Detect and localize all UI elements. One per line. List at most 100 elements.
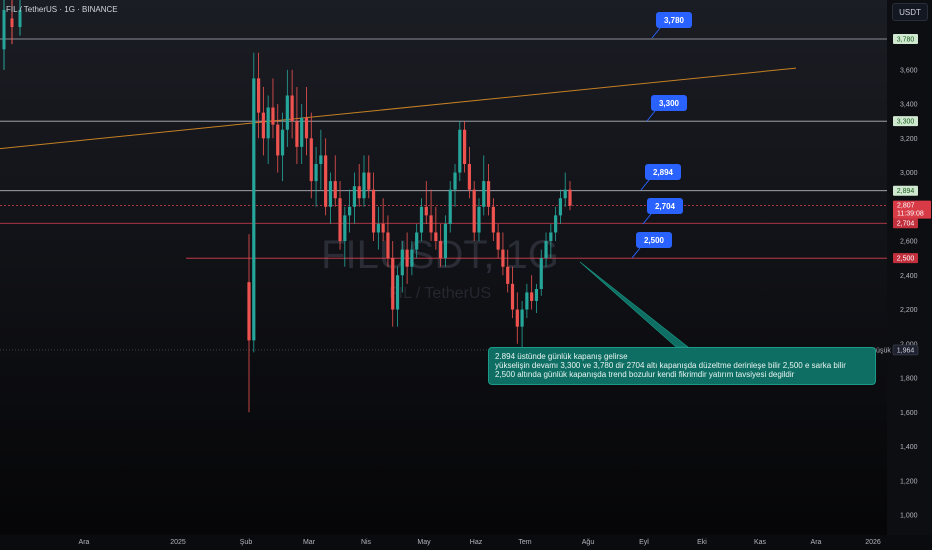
price-axis[interactable]: 1,0001,2001,4001,6001,8002,0002,2002,400… <box>887 0 932 550</box>
candle-body <box>434 232 438 242</box>
price-tick-label: 3,200 <box>900 136 918 143</box>
level-callouts[interactable]: 3,780 3,300 2,894 2,704 2,500 <box>631 12 692 259</box>
level-price-label: 2,500 <box>897 256 915 263</box>
candle-body <box>266 107 270 139</box>
candle-body <box>443 223 448 259</box>
candle-body <box>395 275 400 310</box>
time-tick-label: 2025 <box>170 539 186 546</box>
candle-body <box>276 124 280 156</box>
candle-body <box>343 215 347 242</box>
time-tick-label: Kas <box>754 539 767 546</box>
time-tick-label: Eki <box>697 539 707 546</box>
candle-body <box>304 117 309 139</box>
last-price-label: 2,807 <box>897 203 915 210</box>
callout-label: 3,300 <box>659 99 680 108</box>
candle-body <box>477 206 481 233</box>
time-tick-label: Nis <box>361 539 372 546</box>
candle-body <box>520 309 524 327</box>
callout-bubble <box>645 164 681 180</box>
candle-body <box>386 232 390 259</box>
callout-label: 2,500 <box>644 236 665 245</box>
callout-pointer <box>646 110 656 122</box>
annotation-line-3: 2,500 altında günlük kapanışda trend boz… <box>495 370 795 379</box>
candle-body <box>400 249 404 276</box>
candle-body <box>506 266 510 284</box>
level-price-tag <box>893 253 918 264</box>
candle-body <box>544 241 548 259</box>
candle-body <box>568 189 572 206</box>
candle-body <box>530 292 534 301</box>
candle-body <box>352 186 357 207</box>
candle-body <box>405 249 409 267</box>
candle-body <box>448 189 452 224</box>
price-tick-label: 1,400 <box>900 444 918 451</box>
level-price-label: 2,704 <box>897 221 915 228</box>
watermark-subtitle: FIL / TetherUS <box>389 285 491 302</box>
symbol-header[interactable]: FIL / TetherUS · 1G · BINANCE <box>6 5 118 14</box>
candle-body <box>439 241 443 259</box>
candle-body <box>2 9 6 50</box>
callout-pointer <box>631 247 641 259</box>
candle-body <box>429 215 433 233</box>
horizontal-levels[interactable] <box>0 38 887 351</box>
candle-body <box>362 172 366 199</box>
candle-body <box>280 129 285 156</box>
price-tick-label: 3,000 <box>900 170 918 177</box>
candle-body <box>491 206 495 233</box>
price-tick-label: 1,000 <box>900 513 918 520</box>
candle-body <box>247 282 251 341</box>
time-tick-label: Ara <box>79 539 90 546</box>
callout-label: 3,780 <box>664 16 685 25</box>
time-axis[interactable]: Ara 2025 Şub Mar Nis May Haz Tem Ağu Eyl Eki Kas Ara… <box>0 535 932 550</box>
time-tick-label: Tem <box>518 539 531 546</box>
candle-body <box>300 117 304 147</box>
price-tick-label: 2,200 <box>900 307 918 314</box>
last-price-tag <box>893 200 931 219</box>
price-tick-label: 1,800 <box>900 376 918 383</box>
candle-body <box>554 215 558 233</box>
low-price-label: 1,964 <box>897 347 915 354</box>
price-tick-label: 2,600 <box>900 239 918 246</box>
candlesticks[interactable] <box>2 0 572 413</box>
callout-pointer <box>642 213 652 225</box>
candle-body <box>367 172 371 190</box>
low-price-tag <box>892 344 919 356</box>
candle-body <box>525 292 529 310</box>
candle-body <box>285 95 289 130</box>
candle-body <box>501 249 505 267</box>
candle-body <box>309 138 313 182</box>
candle-body <box>338 198 342 242</box>
callout-bubble <box>651 95 687 111</box>
level-price-tag <box>893 34 918 44</box>
price-tick-label: 3,400 <box>900 102 918 109</box>
candle-body <box>415 232 419 250</box>
candle-body <box>271 107 275 125</box>
annotation-box[interactable]: 2.894 üstünde günlük kapanış gelirse yük… <box>488 347 876 385</box>
price-tick-label: 1,600 <box>900 410 918 417</box>
currency-button[interactable]: USDT <box>892 3 928 21</box>
level-price-label: 3,780 <box>897 37 915 44</box>
candle-body <box>563 189 567 199</box>
candle-body <box>453 172 457 190</box>
candle-body <box>558 198 563 216</box>
candle-body <box>419 206 424 233</box>
time-axis-background <box>0 535 932 550</box>
annotation-line-1: 2.894 üstünde günlük kapanış gelirse <box>495 352 628 361</box>
time-tick-label: Eyl <box>639 539 649 546</box>
price-tick-label: 1,200 <box>900 478 918 485</box>
trend-line[interactable] <box>0 67 797 150</box>
candle-body <box>515 309 519 327</box>
low-tag-bg <box>869 344 893 355</box>
price-tick-label: 3,600 <box>900 67 918 74</box>
candle-body <box>467 163 471 190</box>
candle-body <box>462 129 467 164</box>
candle-body <box>357 186 361 199</box>
candle-body <box>10 18 14 28</box>
candle-body <box>328 181 333 207</box>
time-tick-label: Mar <box>303 539 316 546</box>
price-tick-label: 2,400 <box>900 273 918 280</box>
candle-body <box>256 78 261 113</box>
